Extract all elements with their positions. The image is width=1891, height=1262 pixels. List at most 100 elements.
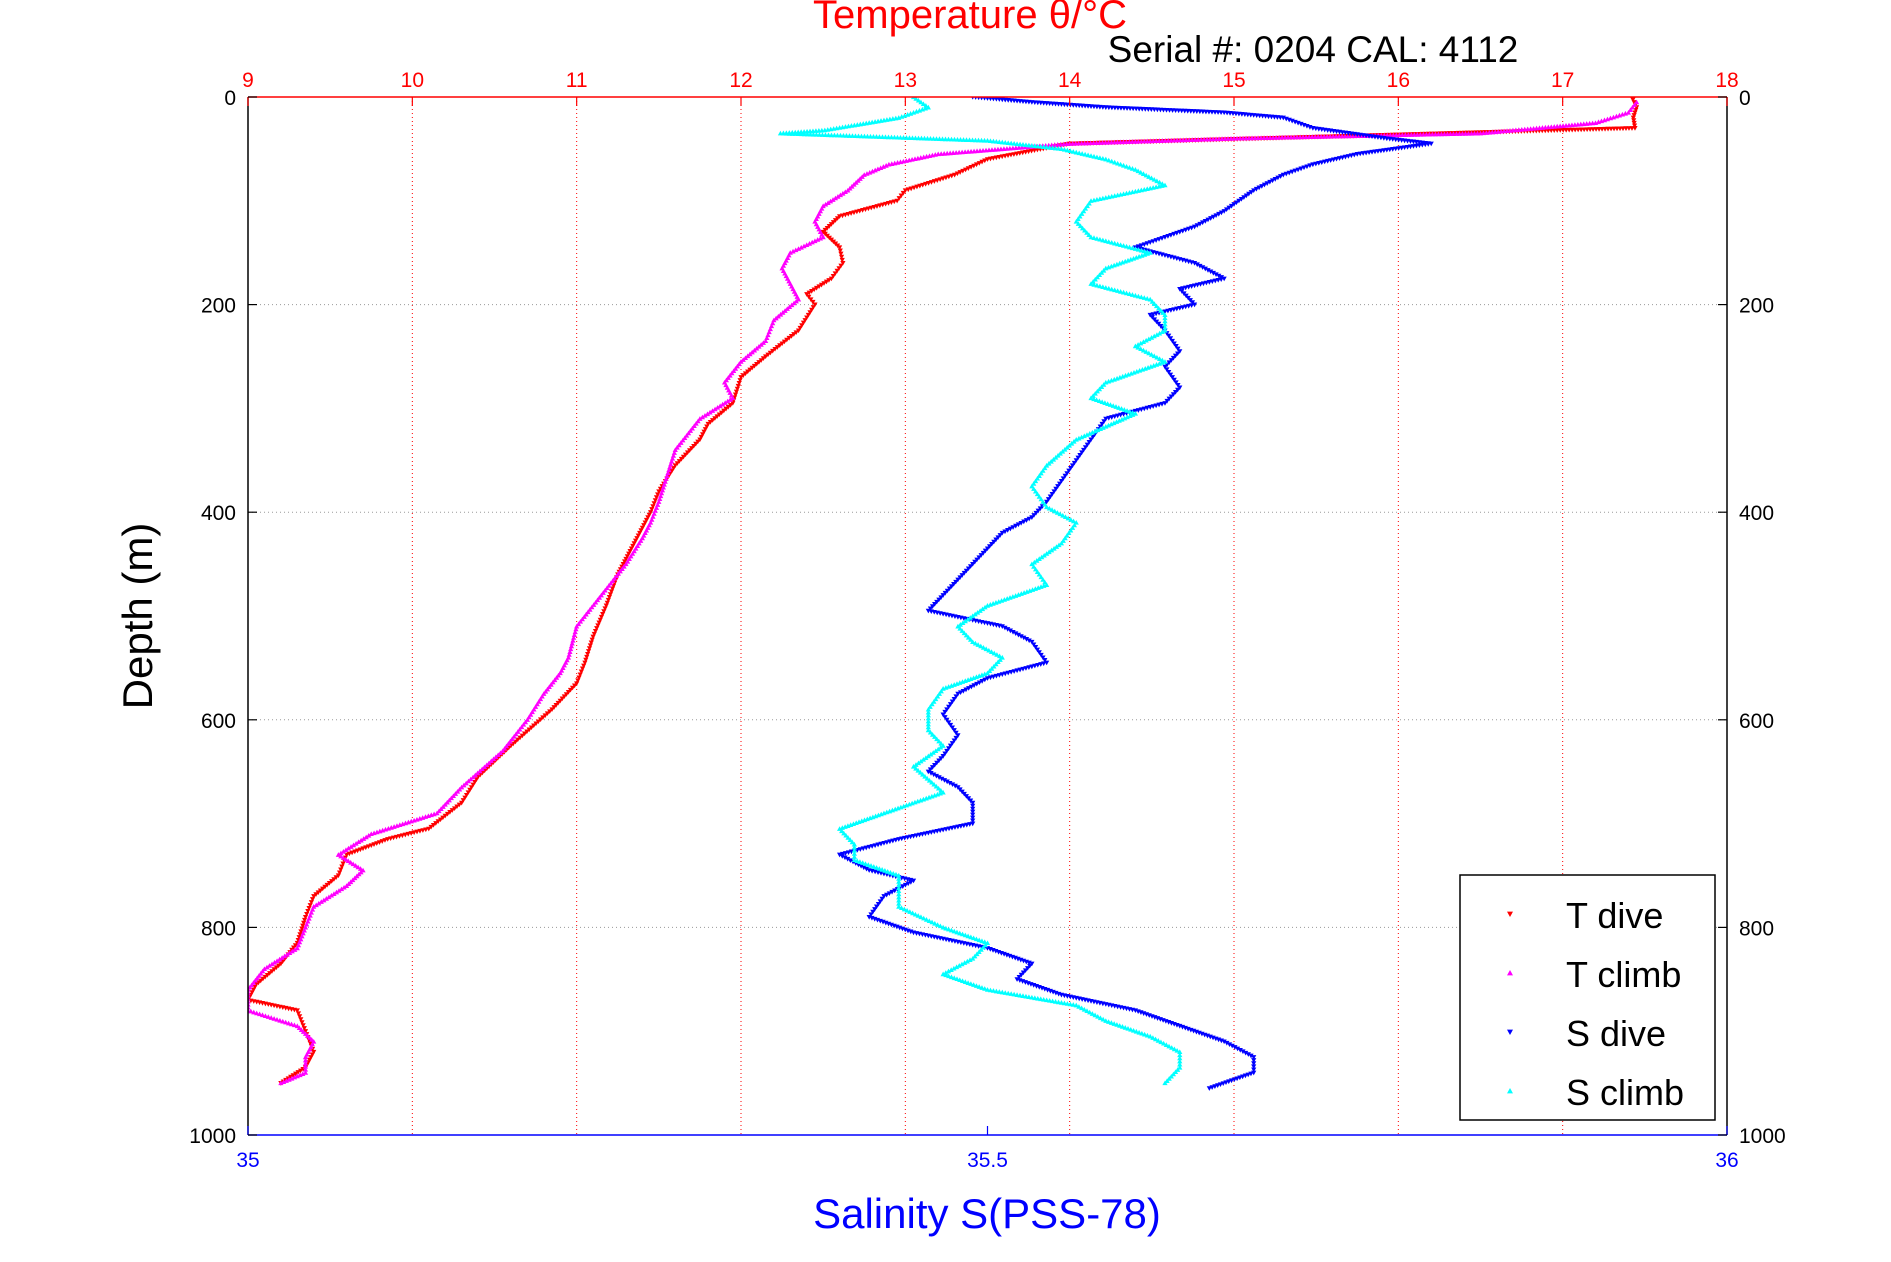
data-point [946, 704, 952, 710]
data-point [968, 676, 974, 682]
data-point [1097, 426, 1104, 432]
data-point [635, 533, 641, 539]
data-point [1631, 120, 1637, 126]
data-point [940, 789, 946, 795]
data-point [1066, 468, 1072, 474]
data-point [893, 871, 899, 877]
data-point [1167, 336, 1174, 341]
data-point [1032, 566, 1039, 572]
data-point [1081, 433, 1087, 439]
data-point [951, 928, 957, 934]
data-point [1060, 512, 1066, 518]
data-point [574, 623, 580, 629]
data-point [628, 546, 635, 552]
data-point [896, 876, 902, 881]
data-point [1162, 315, 1168, 321]
data-point [581, 663, 587, 669]
data-point [834, 268, 840, 274]
data-point [1114, 1022, 1120, 1027]
data-point [920, 771, 926, 777]
data-point [343, 847, 349, 853]
data-point [1147, 250, 1153, 255]
salinity-tick-label: 36 [1715, 1149, 1738, 1172]
data-point [1073, 1002, 1079, 1008]
data-point [832, 195, 839, 201]
data-point [1088, 281, 1094, 286]
data-point [323, 896, 329, 901]
data-point [818, 282, 825, 288]
data-point [573, 626, 579, 632]
data-point [932, 792, 938, 798]
data-point [1081, 208, 1087, 214]
data-point [732, 392, 739, 398]
data-point [923, 103, 929, 108]
data-point [922, 773, 928, 779]
data-point [1132, 167, 1138, 172]
data-point [960, 620, 966, 625]
data-point [1162, 312, 1168, 318]
data-point [605, 597, 611, 603]
data-point [804, 292, 810, 297]
data-point [1267, 179, 1273, 185]
data-point [1118, 191, 1124, 197]
data-point [965, 933, 971, 939]
data-point [297, 1068, 304, 1074]
data-point [358, 837, 364, 843]
data-point [742, 355, 749, 360]
data-point [1048, 547, 1055, 553]
data-point [1109, 158, 1115, 164]
data-point [452, 791, 459, 796]
data-point [1113, 419, 1120, 424]
data-point [830, 273, 836, 279]
data-point [1251, 1061, 1257, 1066]
data-point [302, 1057, 309, 1063]
data-point [953, 694, 959, 700]
data-point [976, 680, 983, 686]
data-point [998, 598, 1005, 603]
data-point [957, 680, 963, 685]
data-point [843, 832, 849, 838]
data-point [1031, 564, 1037, 569]
data-point [402, 820, 409, 826]
data-point [925, 712, 931, 718]
data-point [717, 403, 723, 409]
data-point [982, 942, 988, 948]
data-point [1169, 338, 1175, 344]
data-point [840, 261, 846, 266]
data-point [784, 337, 790, 343]
data-point [1079, 434, 1085, 440]
data-point [1094, 388, 1100, 394]
data-point [928, 771, 934, 776]
data-point [338, 867, 344, 873]
data-point [589, 637, 595, 643]
data-point [1278, 174, 1284, 179]
data-point [1237, 1047, 1243, 1053]
data-point [968, 684, 974, 690]
data-point [1216, 273, 1222, 279]
data-point [1136, 1029, 1142, 1035]
data-point [800, 320, 807, 326]
data-point [851, 857, 857, 863]
data-point [1159, 329, 1165, 335]
data-point [449, 808, 455, 813]
data-point [918, 914, 924, 920]
data-point [980, 944, 986, 950]
data-point [363, 834, 369, 840]
data-point [905, 112, 911, 117]
data-point [956, 963, 962, 968]
data-point [1151, 353, 1157, 359]
data-point [1021, 635, 1027, 641]
data-point [1148, 175, 1155, 181]
data-point [1253, 186, 1260, 192]
data-point [1125, 371, 1131, 377]
data-point [299, 926, 305, 932]
data-point [970, 812, 976, 818]
data-point [333, 889, 340, 895]
data-point [262, 1013, 268, 1019]
data-point [657, 496, 663, 502]
data-point [1141, 295, 1147, 300]
data-point [1162, 321, 1168, 327]
data-point [1119, 1024, 1126, 1029]
data-point [942, 715, 948, 720]
series-s-dive [837, 97, 1434, 1091]
